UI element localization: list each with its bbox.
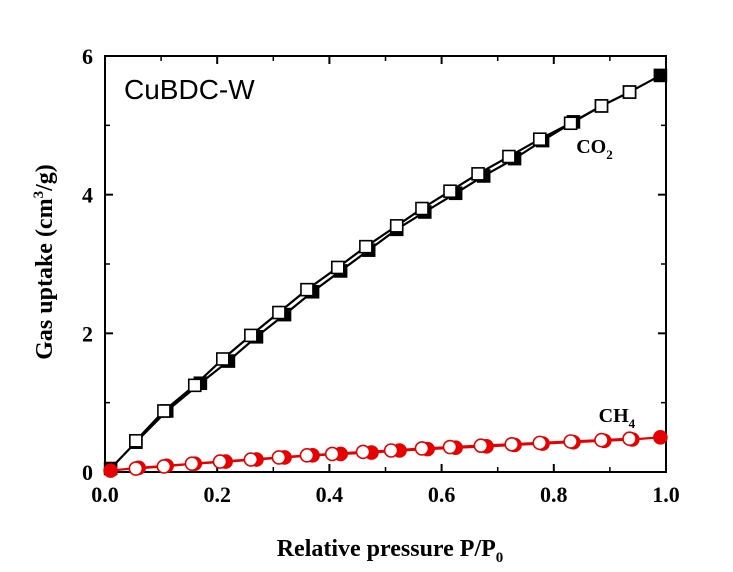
- co2-desorption-point: [331, 260, 345, 275]
- co2-desorption-point: [157, 404, 171, 418]
- co2-desorption-point: [187, 378, 202, 393]
- ch4-adsorption-point: [103, 463, 118, 478]
- co2-desorption-point: [415, 201, 429, 216]
- co2-desorption-point: [389, 219, 404, 233]
- x-tick-label: 0.0: [91, 482, 119, 507]
- co2-desorption-point: [272, 305, 286, 320]
- x-tick-label: 0.4: [316, 482, 344, 507]
- co2-desorption-point: [216, 352, 230, 366]
- co2-desorption-point: [129, 433, 143, 448]
- co2-desorption-point: [244, 328, 258, 343]
- ch4-desorption-point: [184, 456, 200, 471]
- ch4-desorption-point: [324, 446, 340, 462]
- co2-desorption-point: [532, 132, 547, 146]
- co2-label-main: CO: [576, 136, 606, 158]
- ch4-desorption-point: [355, 444, 371, 460]
- co2-desorption-line: [135, 91, 631, 442]
- co2-desorption-point: [471, 167, 485, 181]
- co2-label: CO2: [576, 136, 613, 162]
- co2-desorption-point: [563, 116, 578, 131]
- co2-desorption-point: [443, 184, 457, 198]
- ch4-desorption-point: [243, 452, 259, 467]
- ch4-desorption-point: [442, 439, 458, 455]
- ch4-desorption-point: [414, 441, 430, 456]
- axis-ticks: 0.0 0.2 0.4 0.6 0.8 1.0 0 2 4 6: [82, 44, 680, 507]
- ch4-desorption-point: [622, 431, 637, 447]
- y-tick-label: 6: [82, 44, 93, 69]
- y-axis-title: Gas uptake (cm3/g): [31, 164, 58, 360]
- ch4-desorption-point: [128, 461, 144, 476]
- ch4-desorption-line: [135, 437, 630, 470]
- x-axis-title-subscript: 0: [496, 550, 504, 566]
- ch4-desorption-point: [383, 443, 399, 458]
- co2-label-subscript: 2: [606, 147, 613, 162]
- co2-desorption-point: [359, 239, 373, 254]
- ch4-label-subscript: 4: [629, 416, 636, 431]
- co2-adsorption-line: [109, 74, 661, 470]
- co2-desorption-point: [502, 149, 516, 164]
- ch4-desorption-point: [212, 454, 228, 469]
- y-axis-title-main: Gas uptake (cm: [32, 198, 58, 359]
- ch4-desorption-point: [156, 459, 172, 474]
- plot-frame: [104, 55, 667, 473]
- x-tick-label: 0.8: [540, 482, 568, 507]
- co2-desorption-point: [594, 99, 609, 113]
- y-tick-label: 4: [82, 183, 93, 208]
- plot-border: [104, 55, 667, 473]
- sample-annotation: CuBDC-W: [124, 74, 255, 105]
- y-axis-title-tail: /g): [32, 164, 58, 192]
- x-tick-label: 0.6: [428, 482, 456, 507]
- ch4-desorption-point: [271, 450, 287, 465]
- x-axis-title: Relative pressure P/P0: [277, 536, 504, 566]
- y-tick-label: 2: [82, 321, 93, 346]
- ch4-desorption-point: [299, 448, 315, 463]
- co2-desorption-point: [300, 282, 314, 297]
- ch4-adsorption-point: [653, 430, 668, 445]
- x-tick-label: 1.0: [652, 482, 680, 507]
- co2-adsorption-point: [653, 68, 668, 83]
- ch4-desorption-point: [473, 438, 489, 453]
- y-axis-title-superscript: 3: [31, 191, 47, 199]
- co2-desorption-point: [622, 85, 637, 99]
- ch4-desorption-point: [563, 434, 578, 449]
- ch4-label: CH4: [599, 405, 636, 431]
- ch4-label-main: CH: [599, 405, 629, 427]
- ch4-desorption-point: [594, 432, 609, 448]
- ch4-desorption-point: [532, 435, 548, 451]
- y-tick-label: 0: [82, 460, 93, 485]
- ch4-desorption-point: [504, 436, 520, 452]
- x-axis-title-main: Relative pressure P/P: [277, 536, 496, 562]
- series-layer: CO2 CH4: [103, 68, 668, 478]
- x-tick-label: 0.2: [203, 482, 231, 507]
